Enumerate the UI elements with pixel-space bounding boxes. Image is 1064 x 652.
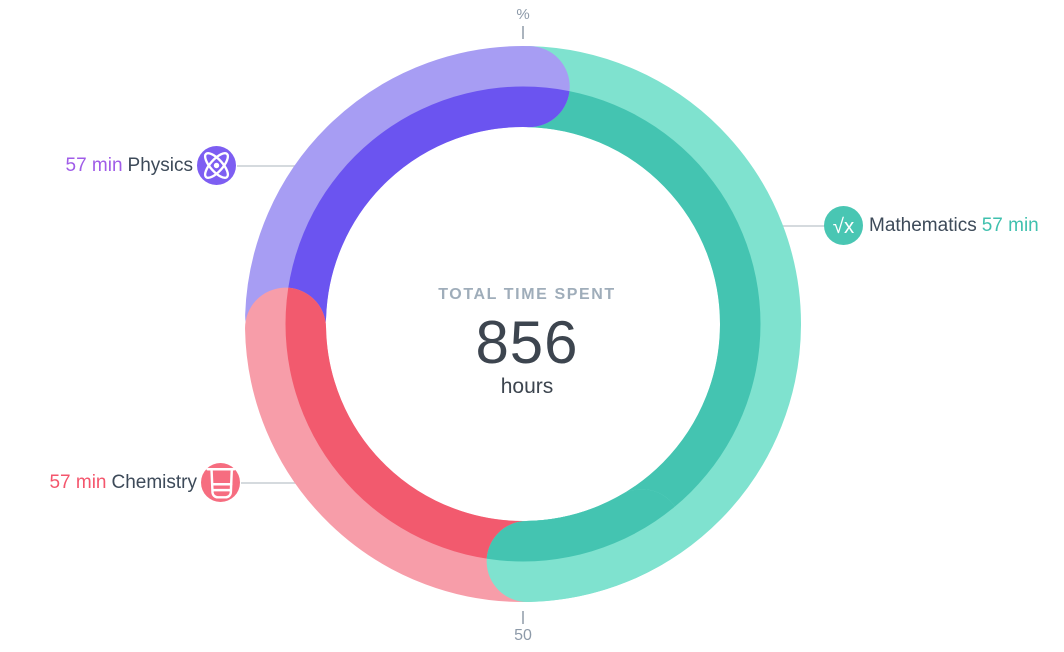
donut-segment-physics[interactable] [245,46,570,357]
sqrt-icon: √x [833,215,855,238]
total-time-value: 856 [475,309,579,376]
chemistry-icon-badge [201,463,240,502]
mathematics-label: Mathematics [869,215,977,236]
physics-label: Physics [127,155,193,176]
scale-top-label: % [516,6,530,23]
physics-icon-badge [197,146,236,185]
chemistry-time: 57 min [49,472,107,493]
legend-mathematics: Mathematics 57 min [869,213,1039,239]
donut-segment-mathematics-endcap [486,489,683,602]
total-time-title: TOTAL TIME SPENT [438,286,616,303]
donut-segment-chemistry[interactable] [245,287,568,602]
mathematics-time: 57 min [981,215,1039,236]
atom-icon [203,152,230,179]
physics-time: 57 min [65,155,123,176]
chemistry-label: Chemistry [111,472,197,493]
scale-bottom-label: 50 [514,627,532,644]
donut-center: TOTAL TIME SPENT 856 hours [317,285,737,398]
beaker-icon [206,468,236,499]
total-time-unit: hours [500,375,554,398]
mathematics-icon-badge: √x [824,206,863,245]
svg-text:√x: √x [833,215,855,238]
legend-physics: 57 min Physics [66,153,194,179]
legend-chemistry: 57 min Chemistry [49,470,197,496]
